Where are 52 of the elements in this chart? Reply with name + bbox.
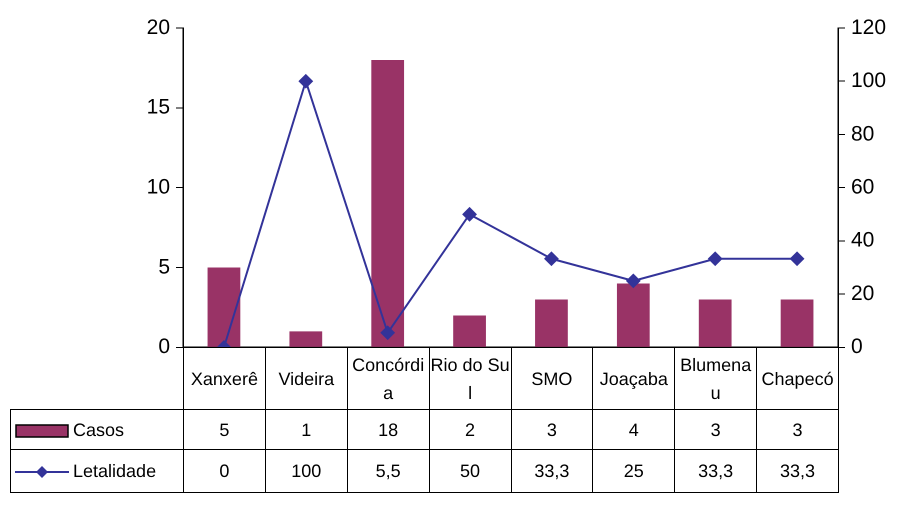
y2-tick-label: 100	[851, 69, 886, 92]
data-label: 2	[429, 410, 511, 450]
bar	[616, 284, 650, 347]
point	[380, 326, 395, 340]
data-label: 3	[674, 410, 757, 450]
y-tick-label: 5	[158, 255, 170, 278]
data-label: 4	[592, 410, 675, 450]
data-label: 50	[429, 450, 511, 492]
x-tick-label: Blumenau	[674, 348, 757, 410]
point	[708, 252, 722, 266]
data-label: 25	[592, 450, 675, 492]
y2-tick-label: 20	[851, 282, 874, 305]
x-tick-label: Joaçaba	[592, 348, 675, 410]
bar	[535, 299, 568, 347]
legend-label: Letalidade	[73, 461, 156, 481]
point	[626, 274, 640, 288]
bar	[698, 299, 732, 347]
y2-tick-label: 0	[851, 335, 863, 358]
bar	[453, 315, 486, 347]
y-tick-label: 20	[146, 16, 170, 39]
x-tick-label: SMO	[511, 348, 593, 410]
y-tick-label: 10	[146, 175, 170, 198]
data-label: 3	[511, 410, 593, 450]
data-label: 1	[265, 410, 348, 450]
point	[462, 207, 477, 222]
data-label: 33,3	[674, 450, 757, 492]
x-tick-label: Rio do Sul	[429, 348, 511, 410]
y2-tick-label: 120	[851, 16, 886, 39]
y2-tick-label: 80	[851, 122, 874, 146]
data-label: 33,3	[756, 450, 838, 492]
y-tick-label: 15	[146, 96, 170, 119]
data-label: 5	[184, 410, 266, 450]
x-tick-label: Chapecó	[756, 348, 838, 410]
legend-label: Casos	[73, 420, 124, 440]
y-tick-label: 0	[158, 335, 170, 358]
bar	[371, 60, 404, 347]
bar	[289, 331, 322, 347]
point	[298, 74, 313, 88]
bar	[780, 299, 814, 347]
data-label: 33,3	[511, 450, 593, 492]
data-label: 5,5	[347, 450, 430, 492]
data-label: 3	[756, 410, 838, 450]
y2-tick-label: 60	[851, 175, 874, 198]
data-label: 18	[347, 410, 430, 450]
point	[790, 252, 804, 266]
bar	[208, 268, 240, 347]
data-label: 100	[265, 450, 348, 492]
x-tick-label: Xanxerê	[184, 348, 266, 410]
x-tick-label: Videira	[265, 348, 348, 410]
y2-tick-label: 40	[851, 228, 874, 252]
x-tick-label: Concórdia	[347, 348, 430, 410]
point	[544, 252, 558, 266]
